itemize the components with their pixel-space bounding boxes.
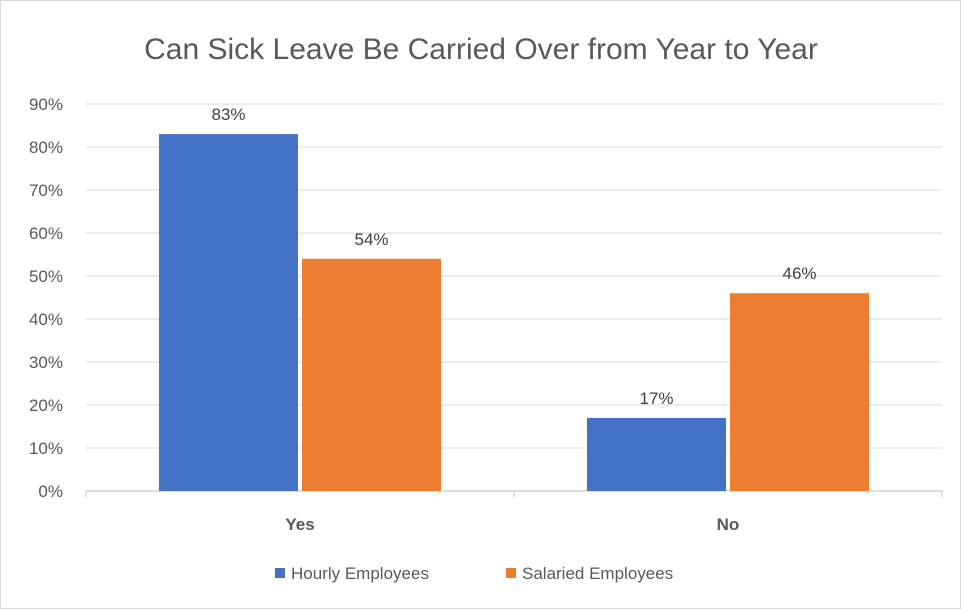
x-axis: Yes No [85,491,943,534]
y-tick-label: 60% [29,224,63,243]
legend: Hourly Employees Salaried Employees [275,564,673,583]
legend-swatch [506,568,516,578]
y-tick-label: 30% [29,353,63,372]
y-tick-label: 10% [29,439,63,458]
y-axis: 0% 10% 20% 30% 40% 50% 60% 70% 80% 90% [29,95,63,501]
data-label: 54% [354,230,388,249]
data-label: 17% [639,389,673,408]
x-category-label: Yes [285,515,314,534]
y-tick-label: 0% [38,482,63,501]
data-labels: 83% 54% 17% 46% [211,105,816,408]
bar-hourly-employees-no [587,417,726,491]
bars [159,134,869,491]
legend-swatch [275,568,285,578]
data-label: 83% [211,105,245,124]
legend-label: Salaried Employees [522,564,673,583]
y-tick-label: 80% [29,138,63,157]
bar-salaried-employees-yes [302,258,441,491]
bar-salaried-employees-no [730,293,869,491]
bar-hourly-employees-yes [159,134,298,491]
y-tick-label: 50% [29,267,63,286]
y-tick-label: 20% [29,396,63,415]
chart-title: Can Sick Leave Be Carried Over from Year… [144,33,818,66]
y-tick-label: 40% [29,310,63,329]
x-category-label: No [717,515,740,534]
y-tick-label: 90% [29,95,63,114]
data-label: 46% [782,264,816,283]
legend-label: Hourly Employees [291,564,429,583]
y-tick-label: 70% [29,181,63,200]
